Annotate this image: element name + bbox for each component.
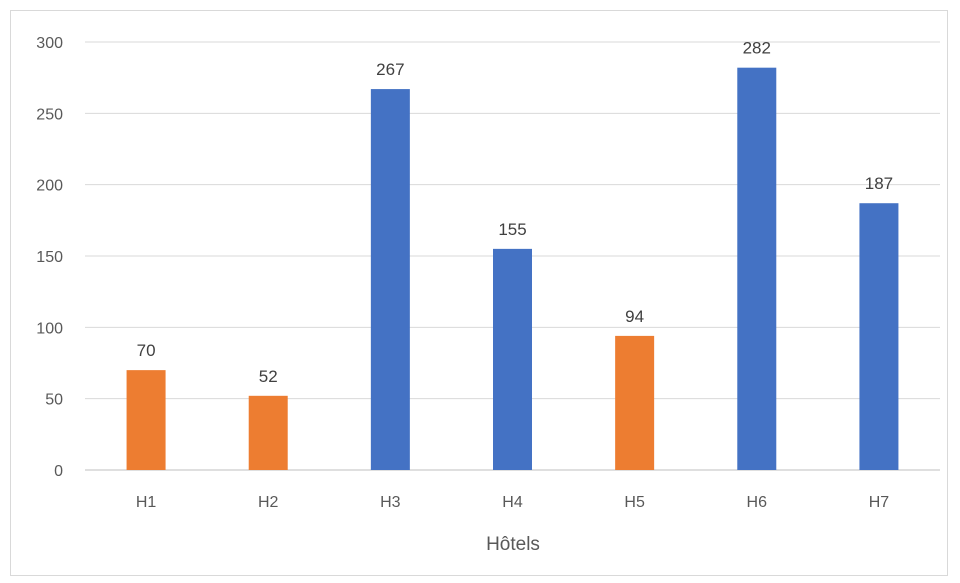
y-tick-label: 50: [45, 392, 63, 409]
data-label: 70: [137, 341, 156, 360]
bars: [126, 67, 899, 471]
x-tick-label: H6: [747, 494, 768, 511]
bar-h1: [126, 370, 166, 470]
y-tick-label: 250: [36, 106, 63, 123]
x-tick-label: H5: [624, 494, 645, 511]
data-label: 187: [865, 174, 893, 193]
data-label: 267: [376, 60, 404, 79]
bar-h7: [859, 203, 899, 471]
x-axis-title: Hôtels: [486, 534, 540, 555]
chart-frame: [10, 10, 948, 576]
bar-h3: [370, 89, 410, 470]
y-axis-ticks: 0 50 100 150 200 250 300: [36, 35, 63, 480]
bar-h4: [493, 248, 532, 470]
data-label: 282: [743, 39, 771, 58]
y-tick-label: 100: [36, 320, 63, 337]
data-label: 94: [625, 307, 644, 326]
bar-h2: [248, 395, 288, 470]
y-tick-label: 0: [54, 463, 63, 480]
x-tick-label: H7: [869, 494, 890, 511]
y-tick-label: 300: [36, 35, 63, 52]
x-tick-label: H3: [380, 494, 401, 511]
gridlines: [85, 41, 940, 471]
data-labels: 70 52 267 155 94 282 187: [137, 39, 894, 386]
data-label: 52: [259, 367, 278, 386]
data-label: 155: [498, 220, 526, 239]
x-tick-label: H1: [136, 494, 157, 511]
bar-h5: [615, 335, 655, 470]
y-tick-label: 200: [36, 178, 63, 195]
bar-h6: [737, 67, 777, 471]
x-axis-ticks: H1 H2 H3 H4 H5 H6 H7: [136, 494, 889, 511]
x-tick-label: H2: [258, 494, 279, 511]
x-tick-label: H4: [502, 494, 523, 511]
y-tick-label: 150: [36, 249, 63, 266]
